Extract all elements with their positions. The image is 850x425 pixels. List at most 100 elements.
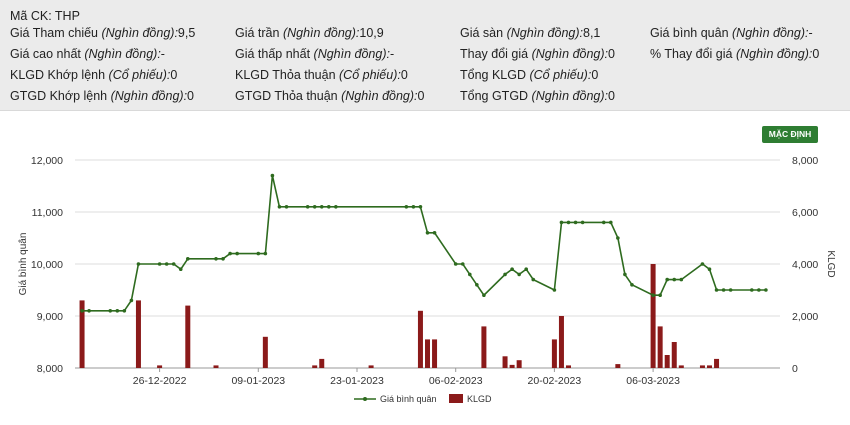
default-button[interactable]: MẶC ĐỊNH [762,126,818,143]
info-field-unit: (Nghìn đồng): [732,26,809,40]
info-field: GTGD Khớp lệnh (Nghìn đồng):0 [10,86,194,107]
y-right-tick-label: 2,000 [792,311,818,323]
price-point [658,293,662,297]
info-field-unit: (Cổ phiếu): [108,68,171,82]
info-field-label: Giá bình quân [650,26,733,40]
price-point [552,288,557,292]
price-point [263,251,268,256]
y-right-axis-label: KLGD [825,250,836,277]
info-field-label: Tổng KLGD [460,68,530,82]
info-field: Giá Tham chiếu (Nghìn đồng):9,5 [10,23,195,44]
volume-bar [699,365,705,368]
legend-bar-swatch [449,394,463,403]
info-field-value: 10,9 [359,26,384,40]
price-point [468,272,472,277]
info-field: Giá trần (Nghìn đồng):10,9 [235,23,384,44]
price-point [284,205,289,209]
y-left-axis-label: Giá bình quân [18,233,29,296]
price-point [327,205,331,209]
info-field-value: - [160,47,165,61]
volume-bar [678,365,684,368]
info-field-label: Giá Tham chiếu [10,26,102,40]
info-field-value: 0 [812,47,820,61]
y-left-tick-label: 12,000 [31,155,63,167]
info-field-value: 8,1 [583,26,601,40]
price-point [178,267,183,271]
price-point [319,205,324,209]
price-point [157,262,162,266]
info-field-label: KLGD Khớp lệnh [10,68,109,82]
x-tick-label: 06-03-2023 [626,375,680,387]
stock-info-panel: Mã CK: THP Giá Tham chiếu (Nghìn đồng):9… [0,0,850,111]
price-point [87,309,91,313]
price-point [425,231,430,235]
price-point [411,205,416,209]
y-left-tick-label: 11,000 [32,207,63,219]
info-field-unit: (Nghìn đồng): [110,89,188,103]
price-point [707,267,712,271]
info-field-label: % Thay đổi giá [650,47,736,61]
price-point [750,288,754,292]
volume-bar [664,355,670,368]
price-volume-chart: 8,000 9,000 10,000 11,000 12,000 0 2,000 4,000 6… [18,155,836,404]
y-right-tick-label: 8,000 [792,155,818,167]
volume-bar [551,339,557,368]
volume-bar [262,336,268,368]
volume-bar [312,365,318,368]
volume-bar [79,300,85,368]
x-tick-label: 20-02-2023 [528,375,582,387]
volume-bar [707,365,712,368]
price-point [524,267,528,271]
volume-bar [516,360,522,368]
info-field-unit: (Nghìn đồng): [506,26,583,40]
volume-bar [135,300,141,368]
price-point [616,236,620,240]
price-point [728,288,733,292]
info-field-unit: (Nghìn đồng): [531,47,609,61]
price-point [164,262,169,266]
symbol-label: Mã CK: THP [10,9,80,23]
volume-bar [657,326,663,368]
info-field-label: KLGD Thỏa thuận [235,68,340,82]
price-point [235,251,239,256]
price-point [129,298,134,303]
price-point [312,205,317,209]
price-point [517,272,521,277]
info-field-unit: (Nghìn đồng): [282,26,360,40]
info-field: Tổng GTGD (Nghìn đồng):0 [460,86,615,107]
price-point [665,277,669,282]
volume-bar [566,365,571,368]
legend-line-marker [363,397,367,401]
info-field-unit: (Nghìn đồng): [531,89,608,103]
price-point [305,205,310,209]
price-point [573,220,578,225]
volume-bar [157,365,163,368]
price-point [228,251,232,256]
volume-bar [425,339,430,368]
info-field: Giá cao nhất (Nghìn đồng):- [10,44,165,65]
y-left-tick-label: 8,000 [37,363,63,375]
volume-bar [319,358,325,368]
volume-bar [671,342,677,368]
info-field-unit: (Cổ phiếu): [339,68,401,82]
price-point [460,262,465,266]
price-point [630,283,634,287]
price-point [214,257,218,261]
info-field: Giá sàn (Nghìn đồng):8,1 [460,23,600,44]
price-point [566,220,571,225]
price-point [503,272,507,277]
volume-bar [615,364,621,368]
price-point [418,205,423,209]
price-point [482,293,486,297]
info-field: KLGD Khớp lệnh (Cổ phiếu):0 [10,65,177,86]
info-field-label: GTGD Thỏa thuận [235,89,342,103]
info-field-value: 9,5 [177,26,196,40]
volume-bar [213,365,219,368]
info-field-value: 0 [170,68,178,82]
price-point [601,220,606,225]
price-point [221,257,225,261]
volume-bar [509,364,515,368]
x-tick-label: 06-02-2023 [429,375,483,387]
price-point [122,309,127,313]
price-point [764,288,768,292]
